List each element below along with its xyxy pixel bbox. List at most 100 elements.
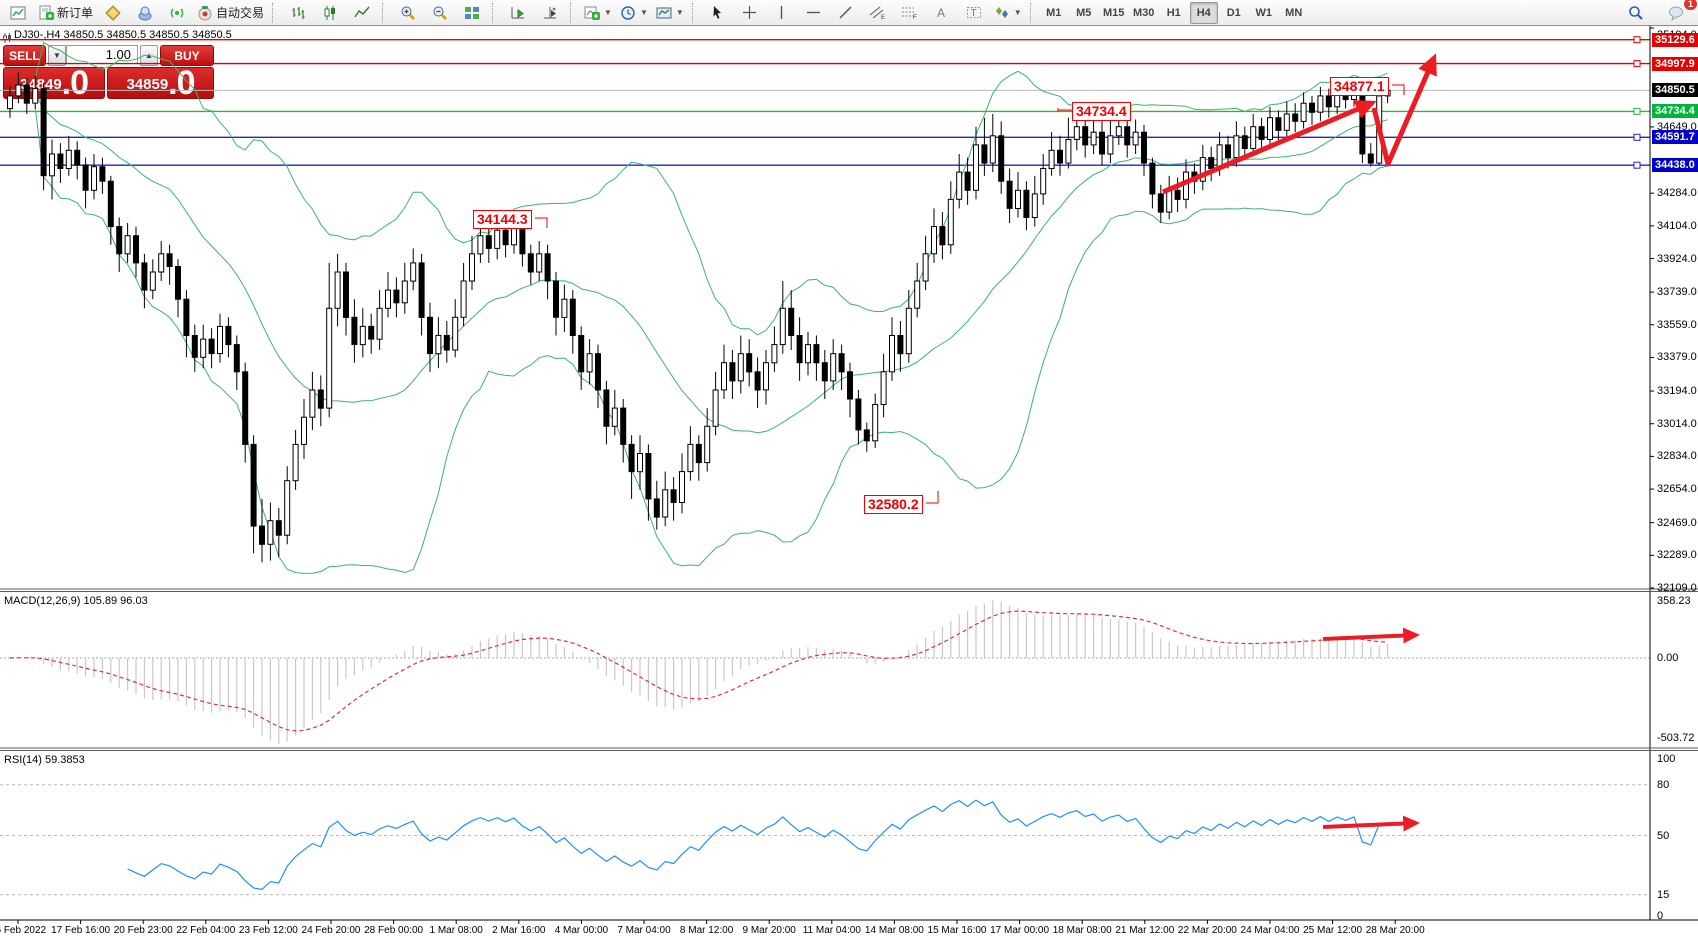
candle-body	[998, 135, 1005, 182]
buy-button[interactable]: BUY	[160, 45, 214, 66]
text-label-tool-button[interactable]: T	[958, 1, 990, 25]
trend-arrow[interactable]	[1371, 53, 1437, 167]
candle-body	[620, 407, 627, 445]
time-label: 23 Feb 12:00	[238, 925, 298, 936]
chart-window-icon[interactable]	[2, 1, 34, 25]
time-label: 22 Mar 20:00	[1177, 925, 1237, 936]
timeframe-button-d1[interactable]: D1	[1226, 6, 1241, 19]
trend-arrow[interactable]	[1162, 100, 1377, 195]
price-tick-label: 34104.0	[1657, 219, 1697, 232]
arrows-tool-button[interactable]: ▼	[990, 1, 1026, 25]
zoom-out-button[interactable]	[424, 1, 456, 25]
macd-pane[interactable]	[0, 600, 1650, 744]
add-indicator-button[interactable]: ▼	[580, 1, 616, 25]
timeframe-button-h1[interactable]: H1	[1166, 6, 1181, 19]
candle-body	[1099, 131, 1105, 155]
buy-price-display[interactable]: 34859.0	[107, 67, 214, 99]
rsi-pane[interactable]	[0, 784, 1650, 896]
search-button[interactable]	[1620, 1, 1652, 25]
chart-shift-button[interactable]	[534, 1, 566, 25]
buy-price-frac: .0	[168, 67, 195, 99]
timeframe-button-m5[interactable]: M5	[1076, 6, 1092, 19]
price-callout[interactable]: 34144.3	[473, 210, 532, 229]
line-anchor-handle[interactable]	[1633, 60, 1641, 68]
line-chart-button[interactable]	[346, 1, 378, 25]
symbol-chart-icon	[2, 30, 12, 48]
cursor-icon	[713, 6, 722, 19]
candle-body	[15, 84, 22, 97]
price-callout[interactable]: 34734.4	[1072, 102, 1131, 121]
candle-body	[1275, 117, 1282, 131]
periods-button[interactable]: ▼	[616, 1, 652, 25]
zoom-in-button[interactable]	[392, 1, 424, 25]
timeframe-button-m15[interactable]: M15	[1103, 6, 1125, 19]
price-line-label[interactable]: 34438.0	[1652, 158, 1698, 173]
favorites-button[interactable]	[97, 1, 129, 25]
timeframe-button-w1[interactable]: W1	[1255, 6, 1272, 19]
price-callout[interactable]: 32580.2	[864, 495, 923, 514]
price-tick-label: 33014.0	[1657, 417, 1697, 430]
price-callout[interactable]: 34877.1	[1330, 77, 1389, 96]
channel-tool-button[interactable]: E	[862, 1, 894, 25]
text-tool-button[interactable]: A	[926, 1, 958, 25]
candle-body	[469, 253, 475, 282]
main-pane[interactable]	[0, 36, 1650, 574]
volume-down-button[interactable]: ▼	[48, 45, 66, 66]
line-anchor-handle[interactable]	[1633, 161, 1641, 169]
sell-button[interactable]: SELL	[3, 45, 46, 66]
trendline-tool-button[interactable]	[830, 1, 862, 25]
candle-body	[595, 353, 601, 391]
candle-body	[586, 353, 593, 373]
price-line-label[interactable]: 34997.9	[1652, 56, 1698, 71]
chart-area[interactable]: DJ30-,H4 34850.5 34850.5 34850.5 34850.5…	[0, 26, 1698, 936]
horizontal-line-tool-button[interactable]	[798, 1, 830, 25]
timeframe-button-mn[interactable]: MN	[1285, 6, 1303, 19]
candle-body	[670, 489, 677, 503]
rsi-axis-label: 80	[1657, 778, 1670, 791]
candle-body	[695, 443, 702, 464]
current-price-label[interactable]: 34850.5	[1652, 83, 1698, 98]
volume-input[interactable]	[66, 45, 138, 64]
callout-connector	[1057, 108, 1072, 112]
time-label: 17 Mar 00:00	[990, 925, 1050, 936]
fibonacci-tool-button[interactable]: F	[894, 1, 926, 25]
rsi-momentum-arrow[interactable]	[1322, 815, 1420, 832]
rsi-axis-label: 0	[1657, 910, 1664, 922]
candle-body	[23, 84, 30, 104]
timeframe-button-m30[interactable]: M30	[1133, 6, 1155, 19]
new-order-button[interactable]: 新订单	[34, 1, 97, 25]
svg-text:E: E	[881, 15, 885, 20]
candle-body	[527, 253, 534, 273]
price-line-label[interactable]: 34591.7	[1652, 130, 1698, 145]
price-line-label[interactable]: 35129.6	[1652, 32, 1698, 47]
tile-windows-icon	[465, 6, 480, 19]
time-label: 20 Feb 23:00	[113, 925, 173, 936]
favorites-icon	[105, 4, 121, 21]
timeframe-button-h4[interactable]: H4	[1189, 1, 1218, 24]
vertical-line-tool-button[interactable]	[766, 1, 798, 25]
candle-body	[712, 389, 719, 427]
crosshair-tool-button[interactable]	[734, 1, 766, 25]
market-watch-button[interactable]	[129, 1, 161, 25]
tile-windows-button[interactable]	[456, 1, 488, 25]
templates-button[interactable]: ▼	[652, 1, 688, 25]
timeframe-button-m1[interactable]: M1	[1046, 6, 1062, 19]
price-tick-label: 33559.0	[1657, 318, 1697, 331]
price-line-label[interactable]: 34734.4	[1652, 104, 1698, 119]
chart-plot[interactable]	[0, 26, 1698, 936]
candle-body	[637, 453, 643, 473]
line-anchor-handle[interactable]	[1633, 107, 1641, 115]
auto-scroll-button[interactable]	[502, 1, 534, 25]
line-anchor-handle[interactable]	[1633, 36, 1641, 44]
line-anchor-handle[interactable]	[1633, 133, 1641, 141]
notifications-button[interactable]: 1	[1660, 0, 1698, 25]
candlestick-chart-button[interactable]	[314, 1, 346, 25]
bar-chart-button[interactable]	[282, 1, 314, 25]
macd-momentum-arrow[interactable]	[1322, 627, 1420, 644]
signals-button[interactable]	[161, 1, 193, 25]
toolbar-separator	[691, 2, 699, 23]
autotrading-button[interactable]: 自动交易	[193, 1, 268, 25]
candle-body	[74, 149, 81, 166]
cursor-tool-button[interactable]	[702, 1, 734, 25]
signals-icon	[170, 8, 184, 17]
